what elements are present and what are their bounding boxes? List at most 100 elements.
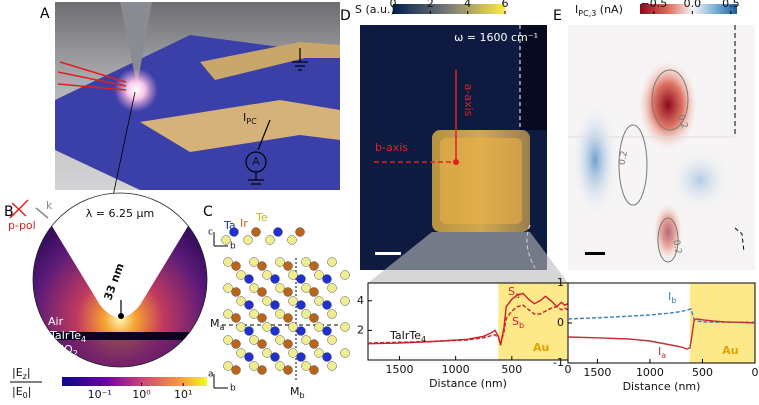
flake-signal bbox=[440, 138, 522, 224]
text-part: a bbox=[661, 351, 666, 360]
text-part: |E bbox=[12, 385, 23, 398]
colorbar bbox=[393, 4, 505, 14]
colorbar-tick-label: 4 bbox=[464, 0, 471, 10]
text-part: a bbox=[220, 323, 225, 332]
contour-label: 0.2 bbox=[618, 150, 630, 166]
medium: SiO2 bbox=[54, 343, 78, 358]
colorbar-tick-label: 10⁻¹ bbox=[88, 388, 112, 401]
atom bbox=[283, 339, 293, 349]
text-part: I bbox=[668, 290, 671, 303]
atom bbox=[288, 296, 298, 306]
atom bbox=[322, 326, 332, 336]
atom bbox=[236, 296, 246, 306]
atom bbox=[262, 348, 272, 358]
atom bbox=[295, 227, 305, 237]
atom bbox=[283, 287, 293, 297]
atom bbox=[296, 300, 306, 310]
colorbar-title: S (a.u.) bbox=[355, 3, 395, 16]
x-tick-label: 0 bbox=[565, 363, 572, 376]
atom bbox=[244, 352, 254, 362]
atom bbox=[288, 322, 298, 332]
atom bbox=[229, 227, 239, 237]
series-line bbox=[567, 318, 756, 350]
atom bbox=[270, 274, 280, 284]
series-line bbox=[367, 304, 569, 346]
atom bbox=[223, 335, 233, 345]
panel-label: C bbox=[203, 204, 213, 220]
panel-d: D S (a.u.) a-axis b-axis ω = 1600 cm⁻¹ bbox=[340, 3, 568, 283]
text-part: | bbox=[27, 366, 31, 379]
atom bbox=[244, 300, 254, 310]
atom bbox=[223, 283, 233, 293]
x-tick-label: 1000 bbox=[636, 366, 664, 379]
atom bbox=[309, 287, 319, 297]
text-part: 4 bbox=[421, 335, 426, 344]
axis-letter: c bbox=[208, 228, 213, 238]
region-label: Au bbox=[533, 341, 549, 354]
atom bbox=[236, 322, 246, 332]
axis-letter: b bbox=[230, 242, 236, 252]
frequency: ω = 1600 cm⁻¹ bbox=[454, 31, 538, 44]
atom bbox=[231, 261, 241, 271]
colorbar-tick-label: 10⁰ bbox=[132, 388, 151, 401]
atom bbox=[309, 339, 319, 349]
atom bbox=[231, 287, 241, 297]
atom bbox=[249, 283, 259, 293]
origin bbox=[453, 159, 459, 165]
axis-label: a-axis bbox=[462, 84, 475, 117]
current-label: IPC bbox=[243, 111, 257, 126]
colorbar-tick-label: 6 bbox=[502, 0, 509, 10]
panel-e: E IPC,3 (nA) 0.2 0.2 0.2 bbox=[553, 3, 755, 270]
atom bbox=[283, 365, 293, 375]
panel-label: B bbox=[4, 204, 14, 220]
atom bbox=[340, 270, 350, 280]
atom bbox=[287, 235, 297, 245]
series-label: Ib bbox=[668, 290, 676, 305]
atom bbox=[296, 352, 306, 362]
atom bbox=[301, 309, 311, 319]
atom bbox=[257, 313, 267, 323]
atom bbox=[322, 300, 332, 310]
atom bbox=[322, 274, 332, 284]
y-tick-label: 1 bbox=[557, 276, 564, 289]
mirror-label: Mb bbox=[290, 385, 305, 400]
panel-label: E bbox=[553, 8, 562, 24]
atom bbox=[296, 326, 306, 336]
x-axis-label: Distance (nm) bbox=[429, 377, 507, 390]
atom bbox=[257, 287, 267, 297]
tip-shape bbox=[33, 193, 207, 318]
axis-label: b-axis bbox=[375, 141, 408, 154]
atom bbox=[340, 348, 350, 358]
atom bbox=[340, 296, 350, 306]
contour bbox=[657, 217, 679, 263]
atom bbox=[270, 352, 280, 362]
atom bbox=[236, 270, 246, 280]
atom bbox=[283, 313, 293, 323]
ammeter: A bbox=[252, 155, 260, 168]
zoom-guide bbox=[368, 232, 568, 283]
x-tick-label: 1500 bbox=[583, 366, 611, 379]
text-part: PC,3 bbox=[578, 9, 596, 18]
contour bbox=[651, 69, 689, 131]
text-part: I bbox=[243, 111, 246, 124]
scale-bar bbox=[585, 252, 605, 255]
signal-blob bbox=[638, 60, 698, 150]
contour-label: 0.2 bbox=[671, 239, 683, 255]
atom bbox=[314, 296, 324, 306]
colorbar-title: IPC,3 (nA) bbox=[575, 3, 623, 18]
atom bbox=[257, 261, 267, 271]
electrode bbox=[200, 42, 340, 80]
atom bbox=[275, 257, 285, 267]
region-label: Au bbox=[722, 344, 738, 357]
wavevector: k bbox=[46, 199, 53, 212]
hotspot bbox=[114, 68, 158, 112]
colorbar-label: |Ez| bbox=[12, 366, 31, 381]
atom bbox=[249, 335, 259, 345]
atom bbox=[231, 365, 241, 375]
x-axis-label: Distance (nm) bbox=[623, 380, 701, 393]
axis-letter: a bbox=[208, 370, 214, 380]
atom bbox=[249, 309, 259, 319]
text-part: 4 bbox=[81, 335, 86, 344]
colorbar-tick-label: 0.0 bbox=[684, 0, 702, 10]
